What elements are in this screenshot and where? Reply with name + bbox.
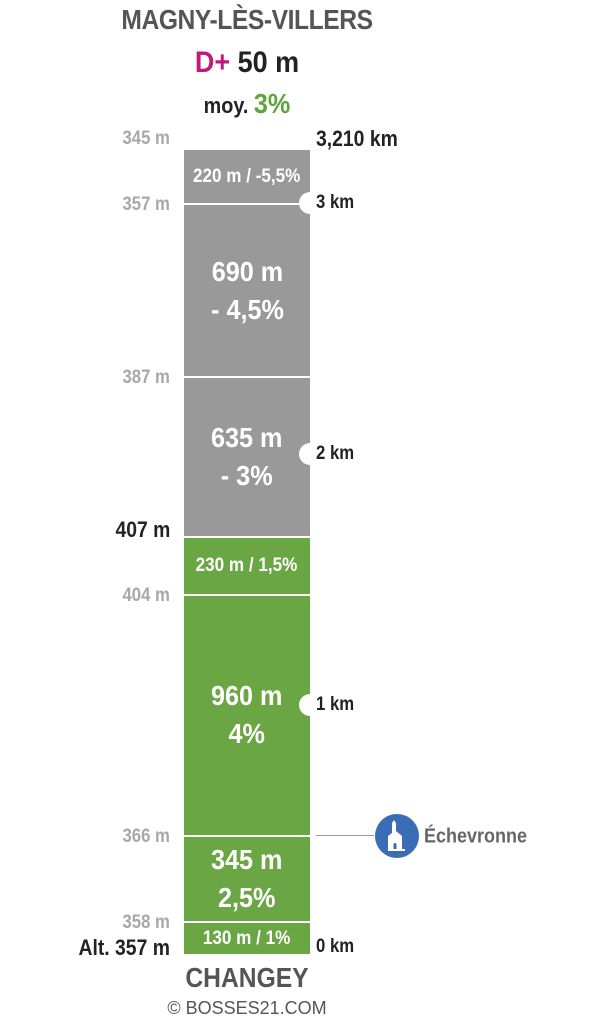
segment-label: 345 m 2,5% — [211, 844, 283, 914]
segment-label: 960 m 4% — [211, 680, 283, 750]
km-marker-label: 3,210 km — [316, 126, 398, 151]
km-marker-label: 3 km — [316, 191, 355, 213]
km-marker-notch — [299, 191, 321, 214]
church-icon — [375, 814, 419, 858]
altitude-label: Alt. 357 m — [78, 935, 170, 960]
average-gradient-value: 3% — [253, 88, 291, 119]
poi-connector-line — [316, 835, 374, 836]
average-gradient-label: moy. — [203, 93, 249, 118]
elevation-gain-value: 50 m — [237, 46, 300, 79]
segment-label: 690 m- 4,5% — [210, 256, 284, 325]
start-name: CHANGEY — [185, 962, 309, 993]
profile-segment: 230 m / 1,5% — [184, 537, 310, 596]
profile-segment: 345 m 2,5% — [184, 836, 310, 924]
altitude-label: 387 m — [122, 367, 170, 389]
segment-label: 230 m / 1,5% — [196, 554, 298, 576]
average-gradient: moy. 3% — [204, 88, 291, 120]
profile-segment: 635 m- 3% — [184, 378, 310, 538]
altitude-label: 407 m — [115, 516, 170, 542]
profile-segment: 690 m- 4,5% — [184, 205, 310, 379]
segment-label: 635 m- 3% — [211, 422, 283, 492]
segment-label: 220 m / -5,5% — [193, 165, 301, 187]
profile-segment: 130 m / 1% — [184, 923, 310, 956]
km-marker-label: 1 km — [316, 693, 355, 715]
profile-segment: 960 m 4% — [184, 595, 310, 837]
profile-segment: 220 m / -5,5% — [184, 150, 310, 206]
altitude-label: 357 m — [122, 194, 170, 216]
km-marker-notch — [299, 442, 321, 465]
altitude-label: 345 m — [122, 128, 170, 149]
altitude-label: 366 m — [122, 825, 170, 847]
copyright-text: © BOSSES21.COM — [167, 998, 327, 1018]
km-marker-notch — [299, 693, 321, 716]
poi-label: Échevronne — [424, 825, 528, 848]
km-marker-label: 2 km — [316, 442, 355, 464]
summit-name: MAGNY-LÈS-VILLERS — [121, 4, 373, 35]
elevation-gain: D+ 50 m — [195, 46, 299, 80]
segment-label: 130 m / 1% — [203, 927, 291, 949]
elevation-gain-label: D+ — [194, 46, 231, 79]
altitude-label: 358 m — [122, 912, 170, 934]
km-marker-label: 0 km — [316, 936, 355, 957]
altitude-label: 404 m — [122, 584, 170, 606]
